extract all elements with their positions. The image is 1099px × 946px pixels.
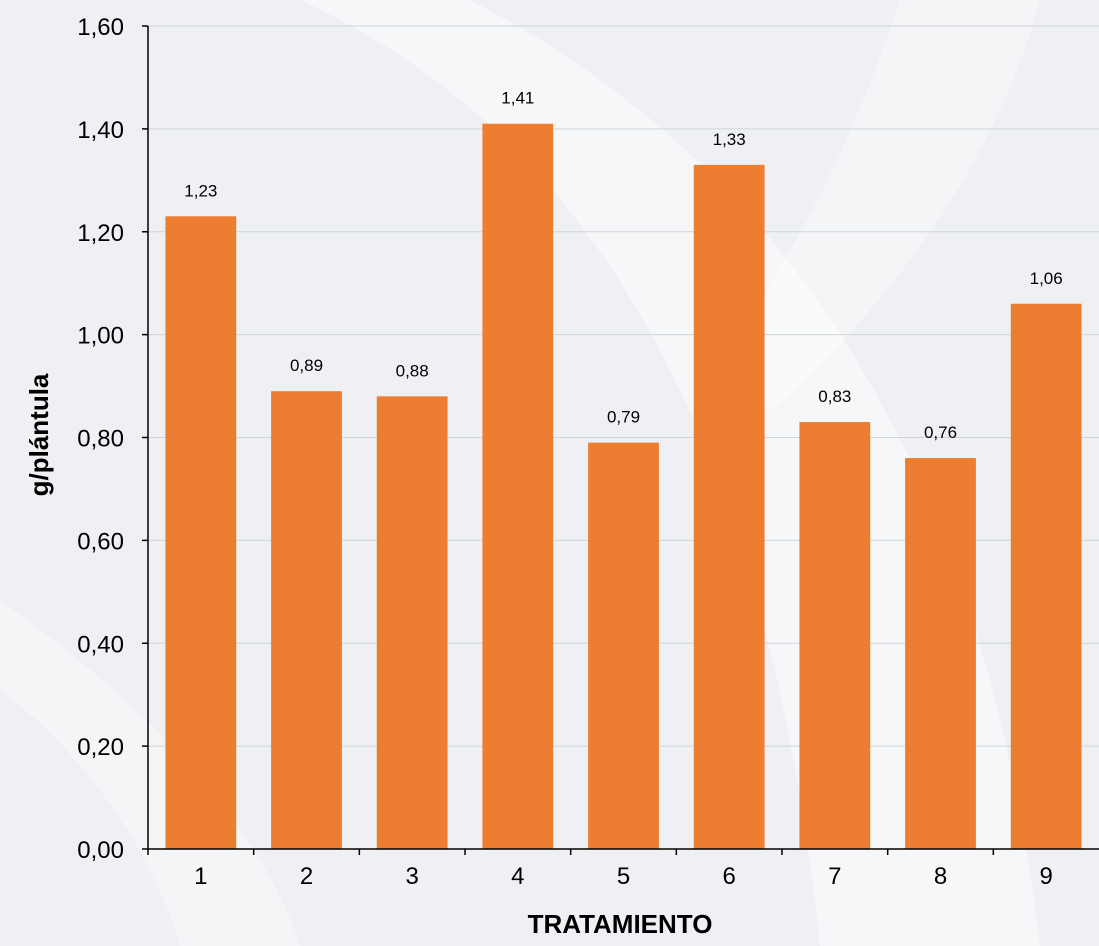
bar (271, 391, 342, 849)
x-tick-label: 8 (934, 863, 947, 890)
data-label: 1,23 (184, 181, 217, 200)
bars (165, 123, 1082, 850)
bar (376, 396, 448, 849)
y-tick-label: 1,40 (77, 117, 124, 144)
data-label: 1,06 (1030, 269, 1063, 288)
y-tick-label: 1,60 (77, 14, 124, 41)
x-tick-label: 4 (511, 863, 524, 890)
x-tick-label: 9 (1039, 863, 1052, 890)
data-label: 0,83 (818, 387, 851, 406)
data-label: 0,88 (396, 361, 429, 380)
labels: 0,00 0,20 0,40 0,60 0,80 1,00 1,20 1,40 1,60 1,23… (77, 14, 1062, 890)
y-tick-label: 1,20 (77, 220, 124, 247)
bar (693, 164, 765, 850)
data-label: 0,79 (607, 408, 640, 427)
bar (905, 458, 976, 849)
data-label: 1,41 (501, 89, 534, 108)
background-swoosh (700, 0, 1040, 420)
data-label: 0,76 (924, 423, 957, 442)
x-tick-label: 3 (405, 863, 418, 890)
x-tick-label: 7 (828, 863, 841, 890)
y-tick-label: 0,20 (77, 734, 124, 761)
y-tick-label: 0,40 (77, 631, 124, 658)
y-tick-label: 0,00 (77, 837, 124, 864)
y-axis-title: g/plántula (24, 373, 54, 496)
x-tick-label: 2 (300, 863, 313, 890)
axes (142, 25, 1099, 855)
x-tick-label: 5 (617, 863, 630, 890)
x-axis-title: TRATAMIENTO (528, 909, 713, 939)
bar (1010, 303, 1082, 849)
bar (588, 442, 659, 849)
data-label: 0,89 (290, 356, 323, 375)
background-swoosh (0, 600, 300, 946)
bar (165, 216, 237, 850)
x-tick-label: 1 (194, 863, 207, 890)
y-tick-label: 0,80 (77, 426, 124, 453)
y-tick-label: 1,00 (77, 323, 124, 350)
data-label: 1,33 (713, 130, 746, 149)
x-tick-label: 6 (722, 863, 735, 890)
bar (799, 422, 871, 849)
y-tick-label: 0,60 (77, 528, 124, 555)
bar (482, 123, 554, 849)
